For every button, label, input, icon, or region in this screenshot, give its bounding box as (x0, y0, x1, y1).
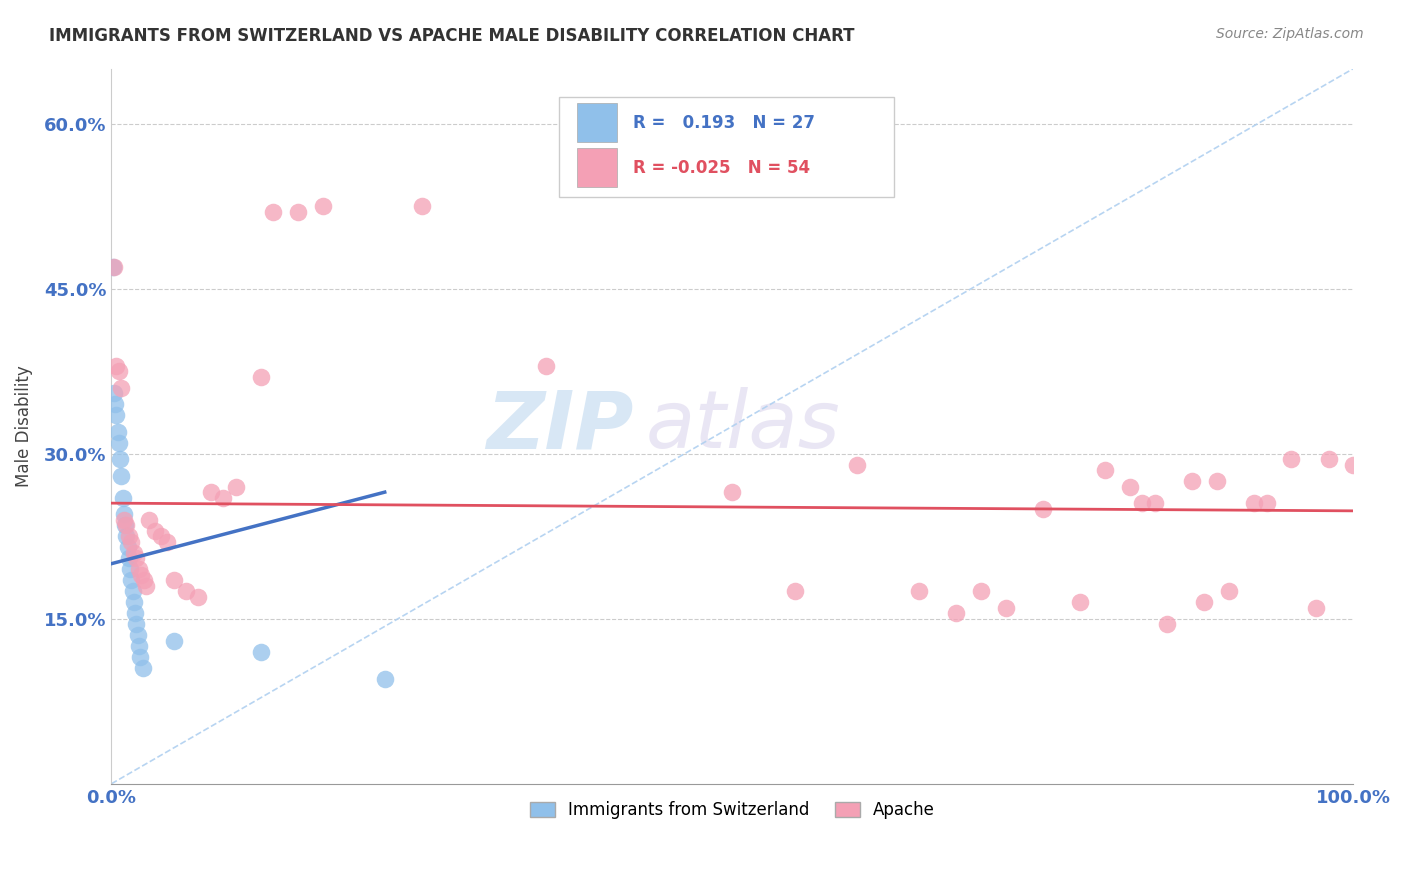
Point (127, 628, 149, 642)
Bar (578, 148, 617, 187)
Point (411, 199, 433, 213)
Point (121, 584, 143, 599)
Text: IMMIGRANTS FROM SWITZERLAND VS APACHE MALE DISABILITY CORRELATION CHART: IMMIGRANTS FROM SWITZERLAND VS APACHE MA… (49, 27, 855, 45)
Point (162, 573, 184, 587)
Point (120, 573, 142, 587)
Point (249, 645, 271, 659)
Point (104, 397, 127, 411)
Point (125, 551, 148, 566)
Point (118, 551, 141, 566)
Point (105, 359, 128, 373)
Point (174, 584, 197, 599)
Point (187, 590, 209, 604)
Point (1119, 480, 1142, 494)
Point (112, 507, 135, 521)
Point (1218, 584, 1240, 599)
Point (120, 562, 142, 576)
Point (101, 260, 124, 274)
Point (107, 425, 129, 439)
Point (117, 540, 139, 554)
Text: R =   0.193   N = 27: R = 0.193 N = 27 (633, 113, 815, 131)
Point (129, 567, 152, 582)
Point (1143, 496, 1166, 510)
Point (1279, 452, 1302, 467)
Point (128, 562, 150, 576)
Point (311, 199, 333, 213)
Point (1032, 501, 1054, 516)
Point (103, 260, 125, 274)
Point (110, 468, 132, 483)
Point (1094, 463, 1116, 477)
Point (1156, 617, 1178, 632)
Point (287, 204, 309, 219)
Point (112, 513, 135, 527)
Point (125, 617, 148, 632)
Point (1317, 452, 1340, 467)
Point (1256, 496, 1278, 510)
Point (783, 584, 806, 599)
Text: ZIP: ZIP (485, 387, 633, 465)
Point (108, 364, 131, 378)
Point (124, 606, 146, 620)
Point (721, 485, 744, 500)
Point (115, 518, 138, 533)
Point (212, 491, 235, 505)
Point (129, 650, 152, 665)
Text: atlas: atlas (645, 387, 841, 465)
FancyBboxPatch shape (558, 97, 894, 197)
Point (128, 639, 150, 653)
Point (262, 204, 284, 219)
Legend: Immigrants from Switzerland, Apache: Immigrants from Switzerland, Apache (523, 794, 942, 825)
Point (1069, 595, 1091, 609)
Point (115, 529, 138, 543)
Point (1130, 496, 1153, 510)
Text: R = -0.025   N = 54: R = -0.025 N = 54 (633, 159, 810, 177)
Point (1205, 474, 1227, 488)
Point (200, 485, 222, 500)
Point (150, 529, 173, 543)
Point (1305, 600, 1327, 615)
Point (1194, 595, 1216, 609)
Point (132, 573, 155, 587)
Point (1181, 474, 1204, 488)
Point (1243, 496, 1265, 510)
Point (970, 584, 993, 599)
Point (135, 579, 157, 593)
Point (122, 546, 145, 560)
Point (103, 386, 125, 401)
Point (120, 534, 142, 549)
Point (225, 480, 247, 494)
Point (156, 534, 179, 549)
Point (138, 513, 160, 527)
Point (131, 661, 153, 675)
Text: Source: ZipAtlas.com: Source: ZipAtlas.com (1216, 27, 1364, 41)
Point (994, 600, 1017, 615)
Y-axis label: Male Disability: Male Disability (15, 365, 32, 487)
Point (249, 369, 271, 384)
Point (907, 584, 929, 599)
Bar (578, 103, 617, 142)
Point (534, 359, 557, 373)
Point (114, 518, 136, 533)
Point (111, 491, 134, 505)
Point (108, 435, 131, 450)
Point (162, 633, 184, 648)
Point (105, 408, 128, 422)
Point (1343, 458, 1365, 472)
Point (122, 595, 145, 609)
Point (845, 458, 868, 472)
Point (108, 452, 131, 467)
Point (945, 606, 967, 620)
Point (110, 381, 132, 395)
Point (374, 672, 396, 686)
Point (118, 529, 141, 543)
Point (143, 524, 166, 538)
